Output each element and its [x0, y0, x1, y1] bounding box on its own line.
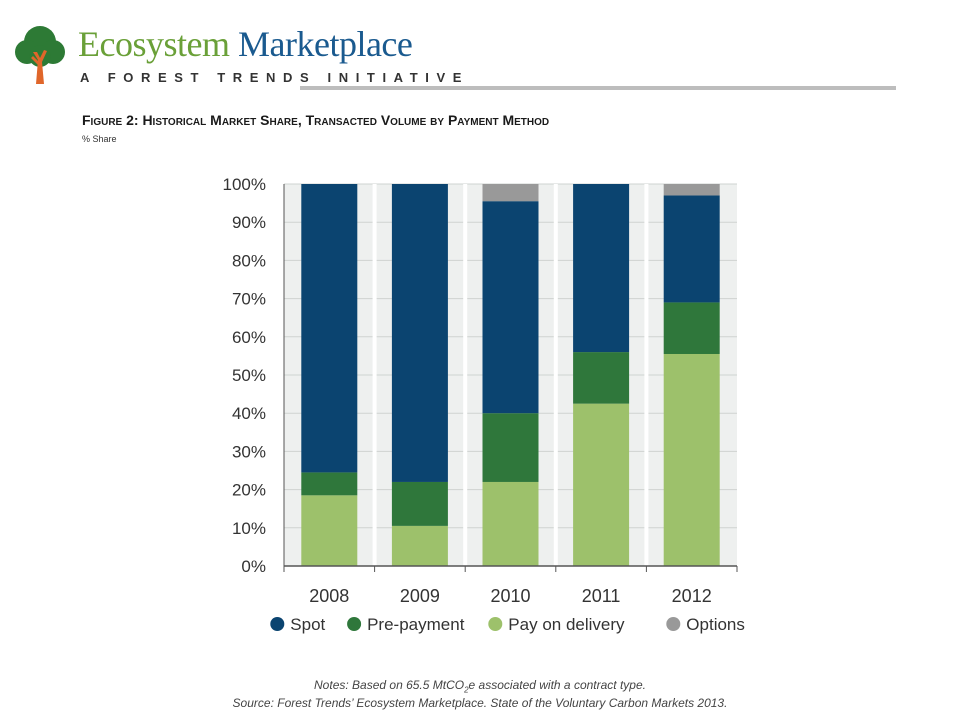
x-tick-label: 2010	[490, 586, 530, 606]
y-tick-label: 0%	[241, 557, 266, 576]
y-tick-label: 40%	[232, 404, 266, 423]
figure-subtitle: % Share	[82, 134, 117, 144]
bar-segment	[391, 525, 448, 566]
legend-label: Pay on delivery	[508, 615, 625, 634]
bar-segment	[391, 481, 448, 526]
bar-segment	[663, 195, 720, 303]
legend-swatch	[347, 617, 362, 631]
logo-name-part1: Ecosystem	[78, 24, 230, 64]
y-tick-label: 10%	[232, 519, 266, 538]
stacked-bar-chart: 0% 10% 20% 30% 40% 50% 60% 70% 80% 90% 100% 2008 200…	[223, 175, 745, 634]
bar-segment	[663, 353, 720, 566]
bar-segment	[482, 481, 539, 566]
bar-segment	[663, 184, 720, 196]
y-tick-label: 30%	[232, 442, 266, 461]
x-tick-label: 2008	[309, 586, 349, 606]
legend-label: Pre-payment	[367, 615, 465, 634]
bar-segment	[301, 472, 358, 496]
bar-segment	[301, 184, 358, 473]
bar-segment	[573, 403, 630, 566]
logo-tagline: A FOREST TRENDS INITIATIVE	[80, 70, 469, 85]
y-tick-label: 70%	[232, 290, 266, 309]
legend-swatch	[488, 617, 503, 631]
header-divider	[300, 86, 896, 90]
y-tick-label: 50%	[232, 366, 266, 385]
y-tick-label: 90%	[232, 213, 266, 232]
bar-segment	[482, 184, 539, 202]
y-tick-label: 80%	[232, 251, 266, 270]
x-tick-label: 2011	[582, 586, 621, 606]
bar-segment	[573, 184, 630, 353]
notes-suffix: e associated with a contract type.	[468, 678, 646, 692]
bar-segment	[482, 413, 539, 482]
bar-segment	[391, 184, 448, 482]
figure-title: Figure 2: Historical Market Share, Trans…	[82, 112, 550, 128]
bar-segment	[663, 302, 720, 354]
chart-notes: Notes: Based on 65.5 MtCO2e associated w…	[0, 678, 960, 694]
x-tick-label: 2012	[672, 586, 712, 606]
notes-prefix: Notes: Based on 65.5 MtCO	[314, 678, 465, 692]
bar-segment	[482, 201, 539, 414]
y-tick-label: 60%	[232, 328, 266, 347]
legend-swatch	[270, 617, 285, 631]
chart-source: Source: Forest Trends’ Ecosystem Marketp…	[232, 696, 728, 710]
notes-subscript: 2	[464, 685, 469, 695]
logo-wordmark: Ecosystem Marketplace	[78, 24, 413, 64]
y-tick-label: 20%	[232, 481, 266, 500]
y-tick-label: 100%	[223, 175, 266, 194]
x-tick-label: 2009	[400, 586, 440, 606]
legend-swatch	[666, 617, 681, 631]
bar-segment	[573, 352, 630, 404]
tree-logo-icon	[15, 26, 65, 84]
bar-segment	[301, 495, 358, 566]
logo-name-part2: Marketplace	[237, 24, 413, 64]
legend-label: Options	[686, 615, 745, 634]
legend-label: Spot	[290, 615, 325, 634]
